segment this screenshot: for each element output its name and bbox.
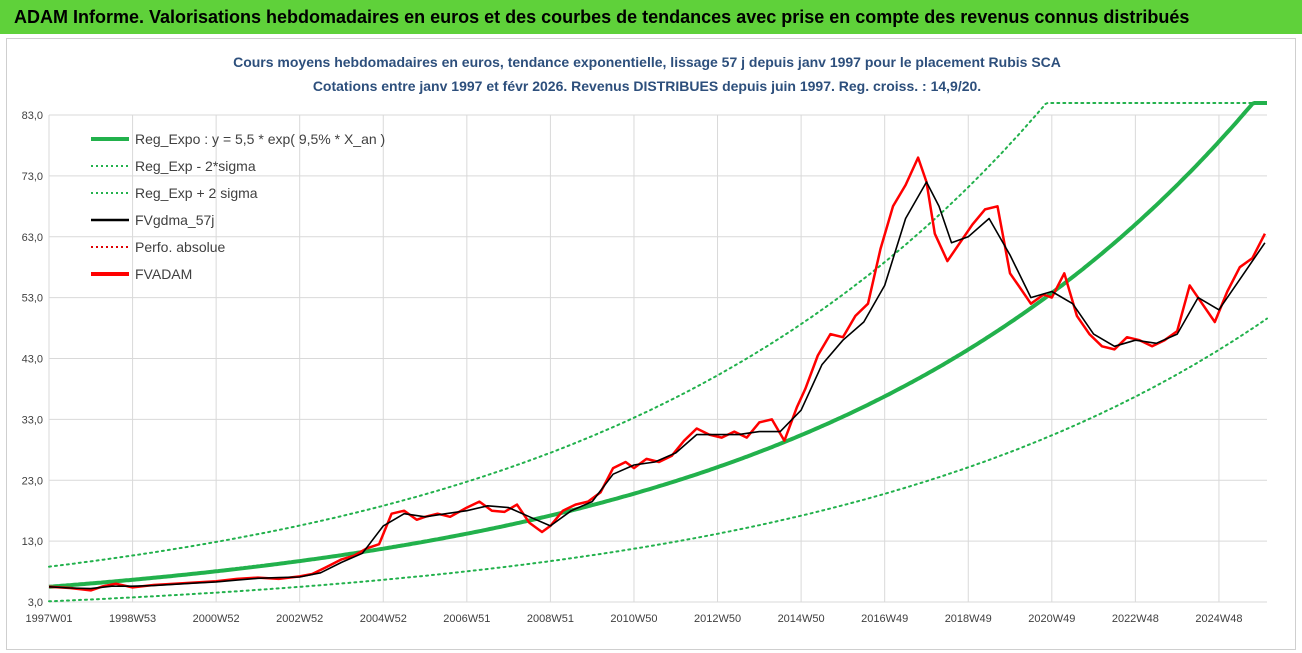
y-tick-label: 63,0 xyxy=(22,232,43,244)
x-tick-label: 2012W50 xyxy=(694,613,741,625)
legend-label: FVgdma_57j xyxy=(135,212,214,228)
y-tick-label: 73,0 xyxy=(22,171,43,183)
legend-label: Reg_Exp - 2*sigma xyxy=(135,158,256,174)
series-lines xyxy=(48,156,1267,592)
gridlines xyxy=(49,114,1267,603)
regression-lower-band xyxy=(48,317,1268,603)
y-tick-label: 3,0 xyxy=(28,597,43,609)
regression-upper-band xyxy=(48,102,1268,568)
y-tick-label: 43,0 xyxy=(22,354,43,366)
chart-frame: Cours moyens hebdomadaires en euros, ten… xyxy=(6,38,1296,650)
y-tick-label: 23,0 xyxy=(22,475,43,487)
x-tick-label: 2004W52 xyxy=(360,613,407,625)
x-tick-labels: 1997W01 1998W53 2000W52 2002W52 2004W52 2006W… xyxy=(25,613,1242,625)
x-tick-label: 2024W48 xyxy=(1195,613,1242,625)
chart-title-line2: Cotations entre janv 1997 et févr 2026. … xyxy=(313,78,981,94)
legend-label: Perfo. absolue xyxy=(135,239,225,255)
x-tick-label: 2006W51 xyxy=(443,613,490,625)
regression-expo-line xyxy=(48,101,1267,589)
chart: Cours moyens hebdomadaires en euros, ten… xyxy=(22,54,1268,625)
x-tick-label: 2022W48 xyxy=(1112,613,1159,625)
x-tick-label: 2016W49 xyxy=(861,613,908,625)
x-tick-label: 2000W52 xyxy=(193,613,240,625)
x-tick-label: 1998W53 xyxy=(109,613,156,625)
x-tick-label: 2002W52 xyxy=(276,613,323,625)
legend: Reg_Expo : y = 5,5 * exp( 9,5% * X_an ) R… xyxy=(91,131,385,282)
legend-label: Reg_Expo : y = 5,5 * exp( 9,5% * X_an ) xyxy=(135,131,385,147)
y-tick-labels: 3,0 13,0 23,0 33,0 43,0 53,0 63,0 73,0 83,0 xyxy=(22,110,43,609)
y-tick-label: 83,0 xyxy=(22,110,43,122)
regression-bands xyxy=(48,101,1268,603)
x-tick-label: 2010W50 xyxy=(610,613,657,625)
x-tick-label: 2020W49 xyxy=(1028,613,1075,625)
report-banner: ADAM Informe. Valorisations hebdomadaire… xyxy=(0,0,1302,34)
report-banner-title: ADAM Informe. Valorisations hebdomadaire… xyxy=(14,7,1190,27)
legend-label: FVADAM xyxy=(135,266,192,282)
x-tick-label: 1997W01 xyxy=(25,613,72,625)
x-tick-label: 2018W49 xyxy=(945,613,992,625)
x-tick-label: 2014W50 xyxy=(778,613,825,625)
series-fvgdma-line xyxy=(48,181,1266,590)
chart-title-line1: Cours moyens hebdomadaires en euros, ten… xyxy=(233,54,1061,70)
x-gridlines xyxy=(48,115,1220,602)
legend-label: Reg_Exp + 2 sigma xyxy=(135,185,258,201)
series-fvadam-line xyxy=(48,156,1267,592)
y-tick-label: 53,0 xyxy=(22,293,43,305)
y-tick-label: 33,0 xyxy=(22,414,43,426)
y-tick-label: 13,0 xyxy=(22,536,43,548)
x-tick-label: 2008W51 xyxy=(527,613,574,625)
